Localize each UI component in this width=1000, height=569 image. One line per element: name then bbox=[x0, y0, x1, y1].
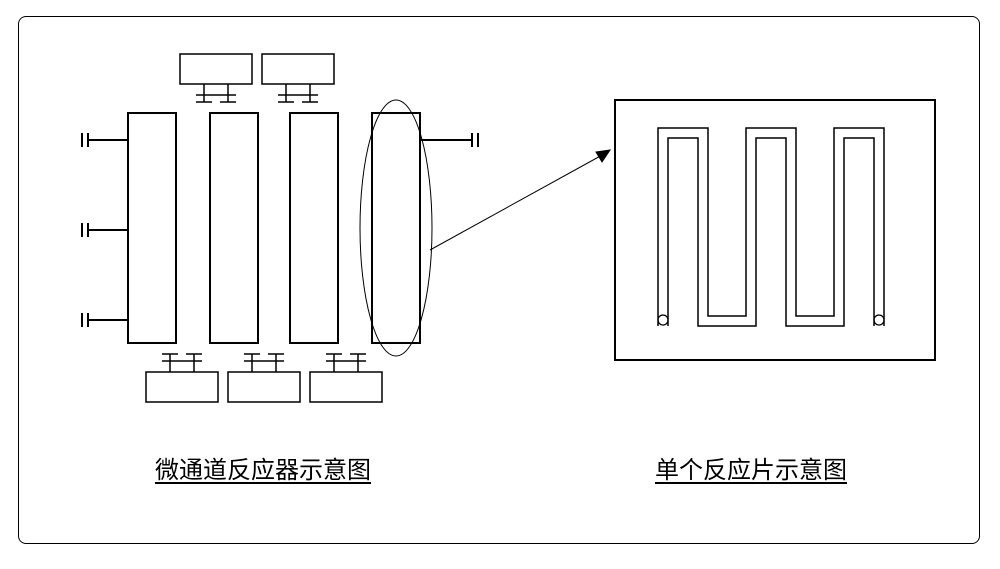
left-diagram-label: 微通道反应器示意图 bbox=[155, 450, 371, 485]
bottom-connectors bbox=[146, 354, 382, 402]
microchannel-reactor-diagram bbox=[0, 0, 1000, 569]
callout-arrow bbox=[430, 150, 610, 250]
single-plate-panel bbox=[615, 100, 935, 360]
right-diagram-label: 单个反应片示意图 bbox=[655, 450, 847, 485]
left-ports bbox=[82, 133, 128, 327]
channel-port-right bbox=[874, 315, 884, 325]
right-port bbox=[420, 133, 478, 147]
reactor-plates bbox=[128, 113, 420, 343]
channel-port-left bbox=[658, 315, 668, 325]
serpentine-channel bbox=[658, 128, 884, 326]
callout-ellipse bbox=[360, 100, 432, 356]
top-connectors bbox=[176, 54, 334, 113]
